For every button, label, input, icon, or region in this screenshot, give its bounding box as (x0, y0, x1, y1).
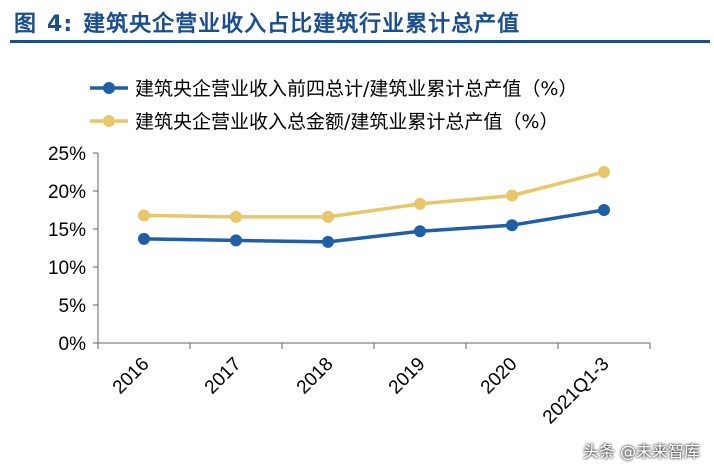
watermark: 头条 @未来智库 (582, 442, 700, 461)
x-tick-label: 2018 (293, 354, 338, 399)
legend-marker-1 (103, 82, 115, 94)
series-line-1 (142, 208, 606, 244)
data-point (414, 225, 426, 238)
data-point (322, 210, 334, 223)
series-line-2 (142, 170, 606, 219)
data-point (598, 204, 610, 216)
data-point (414, 197, 426, 210)
x-tick-label: 2017 (201, 354, 246, 399)
data-point (506, 189, 518, 202)
figure-title-text: 建筑央企营业收入占比建筑行业累计总产值 (83, 12, 521, 37)
legend-marker-2 (103, 115, 115, 127)
data-point (230, 210, 242, 223)
y-tick-label: 5% (59, 296, 87, 317)
x-tick-label: 2021Q1-3 (539, 354, 614, 429)
x-tick-label: 2016 (109, 354, 154, 399)
data-point (138, 209, 150, 222)
y-tick-label: 10% (48, 258, 86, 279)
y-tick-label: 15% (48, 220, 86, 241)
legend-label-2: 建筑央企营业收入总金额/建筑业累计总产值（%） (135, 111, 558, 133)
figure-number: 4: (47, 12, 74, 37)
data-point (322, 235, 334, 248)
data-point (506, 219, 518, 232)
data-point (230, 234, 242, 247)
x-tick-label: 2019 (385, 354, 430, 399)
data-point (138, 232, 150, 245)
y-tick-label: 25% (48, 144, 86, 165)
x-tick-label: 2020 (477, 354, 522, 399)
legend-label-1: 建筑央企营业收入前四总计/建筑业累计总产值（%） (135, 78, 577, 100)
y-tick-label: 0% (59, 334, 87, 355)
data-point (598, 166, 610, 178)
y-tick-label: 20% (48, 182, 86, 203)
figure-title: 图 4: 建筑央企营业收入占比建筑行业累计总产值 (14, 6, 520, 38)
title-rule (10, 40, 710, 43)
figure-label: 图 (14, 12, 38, 37)
